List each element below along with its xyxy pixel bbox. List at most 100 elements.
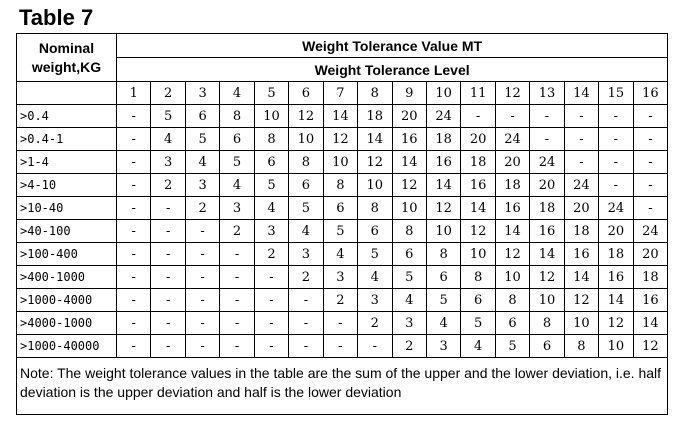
tolerance-value-cell: 6 <box>391 242 427 266</box>
tolerance-value-cell: - <box>253 265 290 289</box>
tolerance-value-cell: 5 <box>357 242 393 266</box>
tolerance-value-cell: - <box>219 265 255 289</box>
tolerance-value-cell: 16 <box>563 242 600 266</box>
level-number: 3 <box>184 81 221 105</box>
tolerance-value-cell: 18 <box>357 104 393 128</box>
tolerance-value-cell: 8 <box>494 288 531 312</box>
tolerance-value-cell: 12 <box>357 150 393 174</box>
tolerance-value-cell: - <box>150 242 186 266</box>
tolerance-value-cell: - <box>115 196 152 220</box>
tolerance-value-cell: - <box>115 127 152 151</box>
table-row: >4000-1000- - - - - - -2 3 4 5 6 8 10 12 14 <box>16 311 669 335</box>
tolerance-value-cell: 6 <box>529 334 565 358</box>
tolerance-value-cell: 5 <box>425 288 462 312</box>
tolerance-value-cell: 4 <box>322 242 359 266</box>
table-row: >100-400- - - -2 3 4 5 6 8 10 12 14 16 18 20 <box>16 242 669 266</box>
tolerance-value-cell: 3 <box>150 150 186 174</box>
tolerance-value-cell: 24 <box>632 219 669 243</box>
tolerance-value-cell: 12 <box>632 334 669 358</box>
tolerance-value-cell: 2 <box>253 242 290 266</box>
tolerance-value-cell: 8 <box>357 196 393 220</box>
tolerance-value-cell: 4 <box>460 334 496 358</box>
tolerance-value-cell: 10 <box>357 173 393 197</box>
tolerance-value-cell: 4 <box>150 127 186 151</box>
tolerance-value-cell: 6 <box>494 311 531 335</box>
table-row: >1-4-3 4 5 6 8 10 12 14 16 18 20 24- - - <box>16 150 669 174</box>
tolerance-value-cell: 8 <box>460 265 496 289</box>
tolerance-value-cell: 20 <box>391 104 427 128</box>
tolerance-value-cell: 5 <box>150 104 186 128</box>
tolerance-value-cell: 3 <box>288 242 324 266</box>
level-number: 9 <box>391 81 427 105</box>
tolerance-value-cell: - <box>115 219 152 243</box>
tolerance-value-cell: 20 <box>632 242 669 266</box>
tolerance-value-cell: - <box>253 288 290 312</box>
tolerance-value-cell: - <box>184 288 221 312</box>
tolerance-value-cell: - <box>150 311 186 335</box>
weight-range-label: >10-40 <box>16 196 117 220</box>
tolerance-value-cell: 8 <box>391 219 427 243</box>
tolerance-value-cell: 16 <box>632 288 669 312</box>
tolerance-value-cell: - <box>598 150 634 174</box>
tolerance-value-cell: 24 <box>425 104 462 128</box>
level-number: 12 <box>494 81 531 105</box>
table-row: >10-40- -2 3 4 5 6 8 10 12 14 16 18 20 24- <box>16 196 669 220</box>
tolerance-value-cell: - <box>632 150 669 174</box>
level-number: 15 <box>598 81 634 105</box>
tolerance-value-cell: 18 <box>494 173 531 197</box>
tolerance-value-cell: - <box>598 127 634 151</box>
tolerance-value-cell: - <box>150 288 186 312</box>
tolerance-value-cell: 3 <box>357 288 393 312</box>
tolerance-value-cell: - <box>115 334 152 358</box>
tolerance-value-cell: 10 <box>598 334 634 358</box>
tolerance-value-cell: - <box>357 334 393 358</box>
level-number: 6 <box>288 81 324 105</box>
tolerance-value-cell: 4 <box>425 311 462 335</box>
tolerance-value-cell: 3 <box>219 196 255 220</box>
tolerance-value-cell: 18 <box>425 127 462 151</box>
tolerance-value-cell: 6 <box>219 127 255 151</box>
tolerance-value-cell: - <box>529 127 565 151</box>
tolerance-value-cell: 3 <box>184 173 221 197</box>
tolerance-value-cell: 14 <box>391 150 427 174</box>
table-row: >1000-40000- - - - - - - -2 3 4 5 6 8 10 12 <box>16 334 669 358</box>
table-row: >1000-4000- - - - - -2 3 4 5 6 8 10 12 14 16 <box>16 288 669 312</box>
tolerance-value-cell: 12 <box>529 265 565 289</box>
tolerance-value-cell: - <box>322 311 359 335</box>
tolerance-value-cell: 16 <box>460 173 496 197</box>
tolerance-value-cell: 12 <box>494 242 531 266</box>
tolerance-value-cell: 4 <box>288 219 324 243</box>
table-row: >0.4-5 6 8 10 12 14 18 20 24- - - - - - <box>16 104 669 128</box>
tolerance-value-cell: 18 <box>529 196 565 220</box>
tolerance-value-cell: - <box>184 311 221 335</box>
tolerance-value-cell: 14 <box>357 127 393 151</box>
tolerance-value-cell: 16 <box>494 196 531 220</box>
note-row: Note: The weight tolerance values in the… <box>15 357 669 415</box>
level-number: 13 <box>529 81 565 105</box>
table-row: >4-10-2 3 4 5 6 8 10 12 14 16 18 20 24- - <box>16 173 669 197</box>
tolerance-value-cell: - <box>150 219 186 243</box>
tolerance-value-cell: - <box>115 242 152 266</box>
tolerance-value-cell: - <box>494 104 531 128</box>
table-row: >40-100- - -2 3 4 5 6 8 10 12 14 16 18 20 24 <box>16 219 669 243</box>
tolerance-value-cell: 24 <box>598 196 634 220</box>
tolerance-value-cell: - <box>115 265 152 289</box>
tolerance-value-cell: - <box>219 334 255 358</box>
tolerance-value-cell: - <box>563 127 600 151</box>
tolerance-value-cell: 4 <box>253 196 290 220</box>
tolerance-value-cell: 5 <box>184 127 221 151</box>
tolerance-value-cell: 12 <box>322 127 359 151</box>
tolerance-value-cell: - <box>115 311 152 335</box>
tolerance-value-cell: 3 <box>322 265 359 289</box>
level-number-row: 1 2 3 4 5 6 7 8 9 10 11 12 13 14 15 16 <box>16 81 669 105</box>
tolerance-value-cell: 5 <box>460 311 496 335</box>
tolerance-value-cell: 8 <box>563 334 600 358</box>
level-number: 16 <box>632 81 669 105</box>
tolerance-value-cell: 12 <box>598 311 634 335</box>
tolerance-level-header: Weight Tolerance Level <box>115 57 669 82</box>
tolerance-value-cell: 5 <box>391 265 427 289</box>
tolerance-value-cell: - <box>115 173 152 197</box>
tolerance-value-cell: - <box>288 311 324 335</box>
weight-range-label: >0.4 <box>16 104 117 128</box>
tolerance-value-cell: 4 <box>184 150 221 174</box>
